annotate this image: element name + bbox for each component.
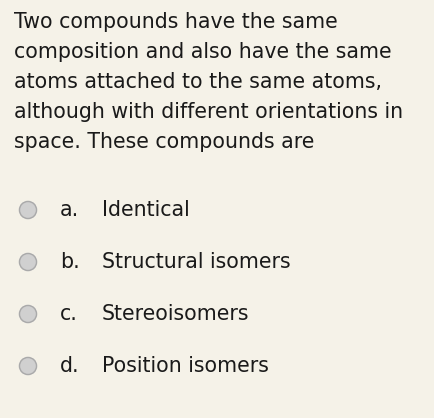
Text: Position isomers: Position isomers [102, 356, 269, 376]
Text: composition and also have the same: composition and also have the same [14, 42, 391, 62]
Circle shape [20, 357, 36, 375]
Text: space. These compounds are: space. These compounds are [14, 132, 314, 152]
Text: Identical: Identical [102, 200, 190, 220]
Text: Stereoisomers: Stereoisomers [102, 304, 250, 324]
Circle shape [20, 201, 36, 219]
Text: Two compounds have the same: Two compounds have the same [14, 12, 338, 32]
Text: Structural isomers: Structural isomers [102, 252, 291, 272]
Text: a.: a. [60, 200, 79, 220]
Circle shape [20, 306, 36, 323]
Circle shape [20, 253, 36, 270]
Text: b.: b. [60, 252, 80, 272]
Text: atoms attached to the same atoms,: atoms attached to the same atoms, [14, 72, 382, 92]
Text: c.: c. [60, 304, 78, 324]
Text: d.: d. [60, 356, 79, 376]
Text: although with different orientations in: although with different orientations in [14, 102, 403, 122]
